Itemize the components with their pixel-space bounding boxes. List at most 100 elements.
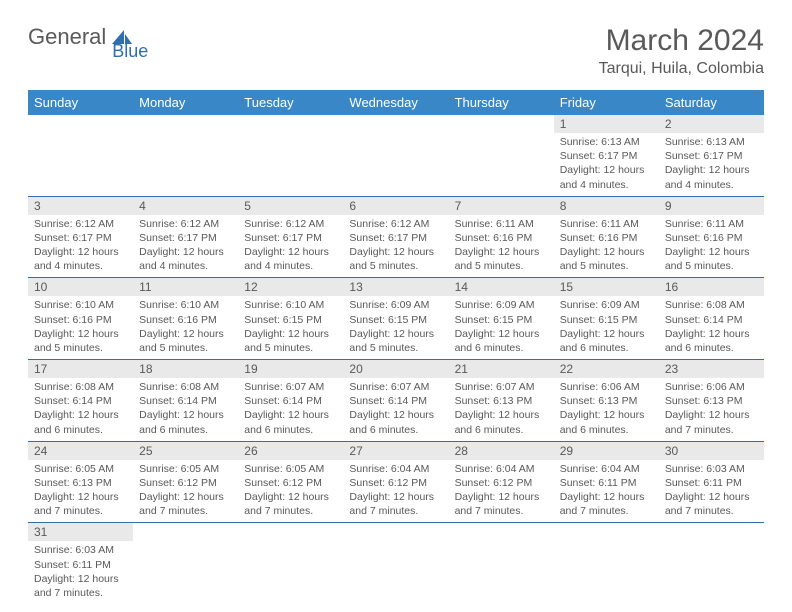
- calendar-day-cell: 12Sunrise: 6:10 AMSunset: 6:15 PMDayligh…: [238, 278, 343, 360]
- day-details: Sunrise: 6:03 AMSunset: 6:11 PMDaylight:…: [659, 460, 764, 523]
- sunrise-text: Sunrise: 6:04 AM: [560, 462, 653, 476]
- sunset-text: Sunset: 6:17 PM: [139, 231, 232, 245]
- daylight-text: Daylight: 12 hours and 5 minutes.: [349, 327, 442, 355]
- sunset-text: Sunset: 6:16 PM: [139, 313, 232, 327]
- calendar-day-cell: 20Sunrise: 6:07 AMSunset: 6:14 PMDayligh…: [343, 360, 448, 442]
- day-details: Sunrise: 6:04 AMSunset: 6:12 PMDaylight:…: [343, 460, 448, 523]
- sunrise-text: Sunrise: 6:06 AM: [560, 380, 653, 394]
- day-details: Sunrise: 6:08 AMSunset: 6:14 PMDaylight:…: [659, 296, 764, 359]
- daylight-text: Daylight: 12 hours and 7 minutes.: [34, 490, 127, 518]
- day-details: Sunrise: 6:05 AMSunset: 6:13 PMDaylight:…: [28, 460, 133, 523]
- weekday-header: Saturday: [659, 90, 764, 115]
- calendar-day-cell: [133, 115, 238, 196]
- daylight-text: Daylight: 12 hours and 6 minutes.: [455, 327, 548, 355]
- day-details: Sunrise: 6:10 AMSunset: 6:16 PMDaylight:…: [28, 296, 133, 359]
- daylight-text: Daylight: 12 hours and 4 minutes.: [560, 163, 653, 191]
- sunrise-text: Sunrise: 6:08 AM: [139, 380, 232, 394]
- sunrise-text: Sunrise: 6:07 AM: [349, 380, 442, 394]
- day-details: Sunrise: 6:10 AMSunset: 6:15 PMDaylight:…: [238, 296, 343, 359]
- sunrise-text: Sunrise: 6:07 AM: [455, 380, 548, 394]
- day-number: [449, 523, 554, 540]
- day-details: Sunrise: 6:04 AMSunset: 6:12 PMDaylight:…: [449, 460, 554, 523]
- day-number: 9: [659, 197, 764, 215]
- daylight-text: Daylight: 12 hours and 5 minutes.: [34, 327, 127, 355]
- sunset-text: Sunset: 6:14 PM: [349, 394, 442, 408]
- daylight-text: Daylight: 12 hours and 6 minutes.: [34, 408, 127, 436]
- sunrise-text: Sunrise: 6:12 AM: [139, 217, 232, 231]
- day-number: 16: [659, 278, 764, 296]
- calendar-day-cell: [343, 115, 448, 196]
- day-details: Sunrise: 6:11 AMSunset: 6:16 PMDaylight:…: [659, 215, 764, 278]
- calendar-day-cell: 19Sunrise: 6:07 AMSunset: 6:14 PMDayligh…: [238, 360, 343, 442]
- calendar-day-cell: 30Sunrise: 6:03 AMSunset: 6:11 PMDayligh…: [659, 441, 764, 523]
- sunrise-text: Sunrise: 6:10 AM: [34, 298, 127, 312]
- day-number: 10: [28, 278, 133, 296]
- sunset-text: Sunset: 6:15 PM: [560, 313, 653, 327]
- day-number: 6: [343, 197, 448, 215]
- sunrise-text: Sunrise: 6:12 AM: [349, 217, 442, 231]
- calendar-day-cell: 4Sunrise: 6:12 AMSunset: 6:17 PMDaylight…: [133, 196, 238, 278]
- calendar-week-row: 1Sunrise: 6:13 AMSunset: 6:17 PMDaylight…: [28, 115, 764, 196]
- calendar-day-cell: 9Sunrise: 6:11 AMSunset: 6:16 PMDaylight…: [659, 196, 764, 278]
- day-details: Sunrise: 6:12 AMSunset: 6:17 PMDaylight:…: [343, 215, 448, 278]
- calendar-day-cell: 23Sunrise: 6:06 AMSunset: 6:13 PMDayligh…: [659, 360, 764, 442]
- sunrise-text: Sunrise: 6:09 AM: [560, 298, 653, 312]
- sunset-text: Sunset: 6:16 PM: [455, 231, 548, 245]
- sunrise-text: Sunrise: 6:08 AM: [665, 298, 758, 312]
- daylight-text: Daylight: 12 hours and 7 minutes.: [34, 572, 127, 600]
- calendar-day-cell: 16Sunrise: 6:08 AMSunset: 6:14 PMDayligh…: [659, 278, 764, 360]
- day-number: [659, 523, 764, 540]
- day-details: Sunrise: 6:06 AMSunset: 6:13 PMDaylight:…: [554, 378, 659, 441]
- calendar-day-cell: 27Sunrise: 6:04 AMSunset: 6:12 PMDayligh…: [343, 441, 448, 523]
- day-details: Sunrise: 6:05 AMSunset: 6:12 PMDaylight:…: [238, 460, 343, 523]
- daylight-text: Daylight: 12 hours and 5 minutes.: [244, 327, 337, 355]
- sunset-text: Sunset: 6:13 PM: [455, 394, 548, 408]
- sunset-text: Sunset: 6:12 PM: [139, 476, 232, 490]
- calendar-day-cell: 15Sunrise: 6:09 AMSunset: 6:15 PMDayligh…: [554, 278, 659, 360]
- day-details: Sunrise: 6:12 AMSunset: 6:17 PMDaylight:…: [133, 215, 238, 278]
- sunset-text: Sunset: 6:16 PM: [665, 231, 758, 245]
- day-number: 1: [554, 115, 659, 133]
- day-details: Sunrise: 6:03 AMSunset: 6:11 PMDaylight:…: [28, 541, 133, 604]
- sunset-text: Sunset: 6:17 PM: [665, 149, 758, 163]
- day-number: [238, 115, 343, 132]
- daylight-text: Daylight: 12 hours and 7 minutes.: [455, 490, 548, 518]
- calendar-day-cell: 25Sunrise: 6:05 AMSunset: 6:12 PMDayligh…: [133, 441, 238, 523]
- day-details: Sunrise: 6:10 AMSunset: 6:16 PMDaylight:…: [133, 296, 238, 359]
- day-number: 7: [449, 197, 554, 215]
- sunset-text: Sunset: 6:16 PM: [560, 231, 653, 245]
- daylight-text: Daylight: 12 hours and 5 minutes.: [455, 245, 548, 273]
- calendar-day-cell: 8Sunrise: 6:11 AMSunset: 6:16 PMDaylight…: [554, 196, 659, 278]
- day-number: [28, 115, 133, 132]
- daylight-text: Daylight: 12 hours and 5 minutes.: [139, 327, 232, 355]
- day-number: [449, 115, 554, 132]
- day-details: Sunrise: 6:09 AMSunset: 6:15 PMDaylight:…: [449, 296, 554, 359]
- calendar-day-cell: 24Sunrise: 6:05 AMSunset: 6:13 PMDayligh…: [28, 441, 133, 523]
- location-subtitle: Tarqui, Huila, Colombia: [599, 60, 764, 78]
- sunrise-text: Sunrise: 6:08 AM: [34, 380, 127, 394]
- calendar-day-cell: [449, 523, 554, 604]
- day-details: Sunrise: 6:07 AMSunset: 6:14 PMDaylight:…: [238, 378, 343, 441]
- daylight-text: Daylight: 12 hours and 4 minutes.: [244, 245, 337, 273]
- calendar-day-cell: [238, 523, 343, 604]
- calendar-week-row: 3Sunrise: 6:12 AMSunset: 6:17 PMDaylight…: [28, 196, 764, 278]
- sunset-text: Sunset: 6:13 PM: [665, 394, 758, 408]
- daylight-text: Daylight: 12 hours and 4 minutes.: [139, 245, 232, 273]
- daylight-text: Daylight: 12 hours and 4 minutes.: [34, 245, 127, 273]
- day-number: 24: [28, 442, 133, 460]
- day-details: Sunrise: 6:11 AMSunset: 6:16 PMDaylight:…: [449, 215, 554, 278]
- weekday-header: Tuesday: [238, 90, 343, 115]
- sunset-text: Sunset: 6:13 PM: [560, 394, 653, 408]
- day-number: [133, 115, 238, 132]
- calendar-day-cell: [659, 523, 764, 604]
- day-details: Sunrise: 6:13 AMSunset: 6:17 PMDaylight:…: [659, 133, 764, 196]
- calendar-day-cell: 29Sunrise: 6:04 AMSunset: 6:11 PMDayligh…: [554, 441, 659, 523]
- day-number: 13: [343, 278, 448, 296]
- weekday-header: Sunday: [28, 90, 133, 115]
- calendar-day-cell: 18Sunrise: 6:08 AMSunset: 6:14 PMDayligh…: [133, 360, 238, 442]
- calendar-day-cell: 3Sunrise: 6:12 AMSunset: 6:17 PMDaylight…: [28, 196, 133, 278]
- sunrise-text: Sunrise: 6:03 AM: [665, 462, 758, 476]
- calendar-week-row: 17Sunrise: 6:08 AMSunset: 6:14 PMDayligh…: [28, 360, 764, 442]
- day-details: Sunrise: 6:09 AMSunset: 6:15 PMDaylight:…: [554, 296, 659, 359]
- day-number: 4: [133, 197, 238, 215]
